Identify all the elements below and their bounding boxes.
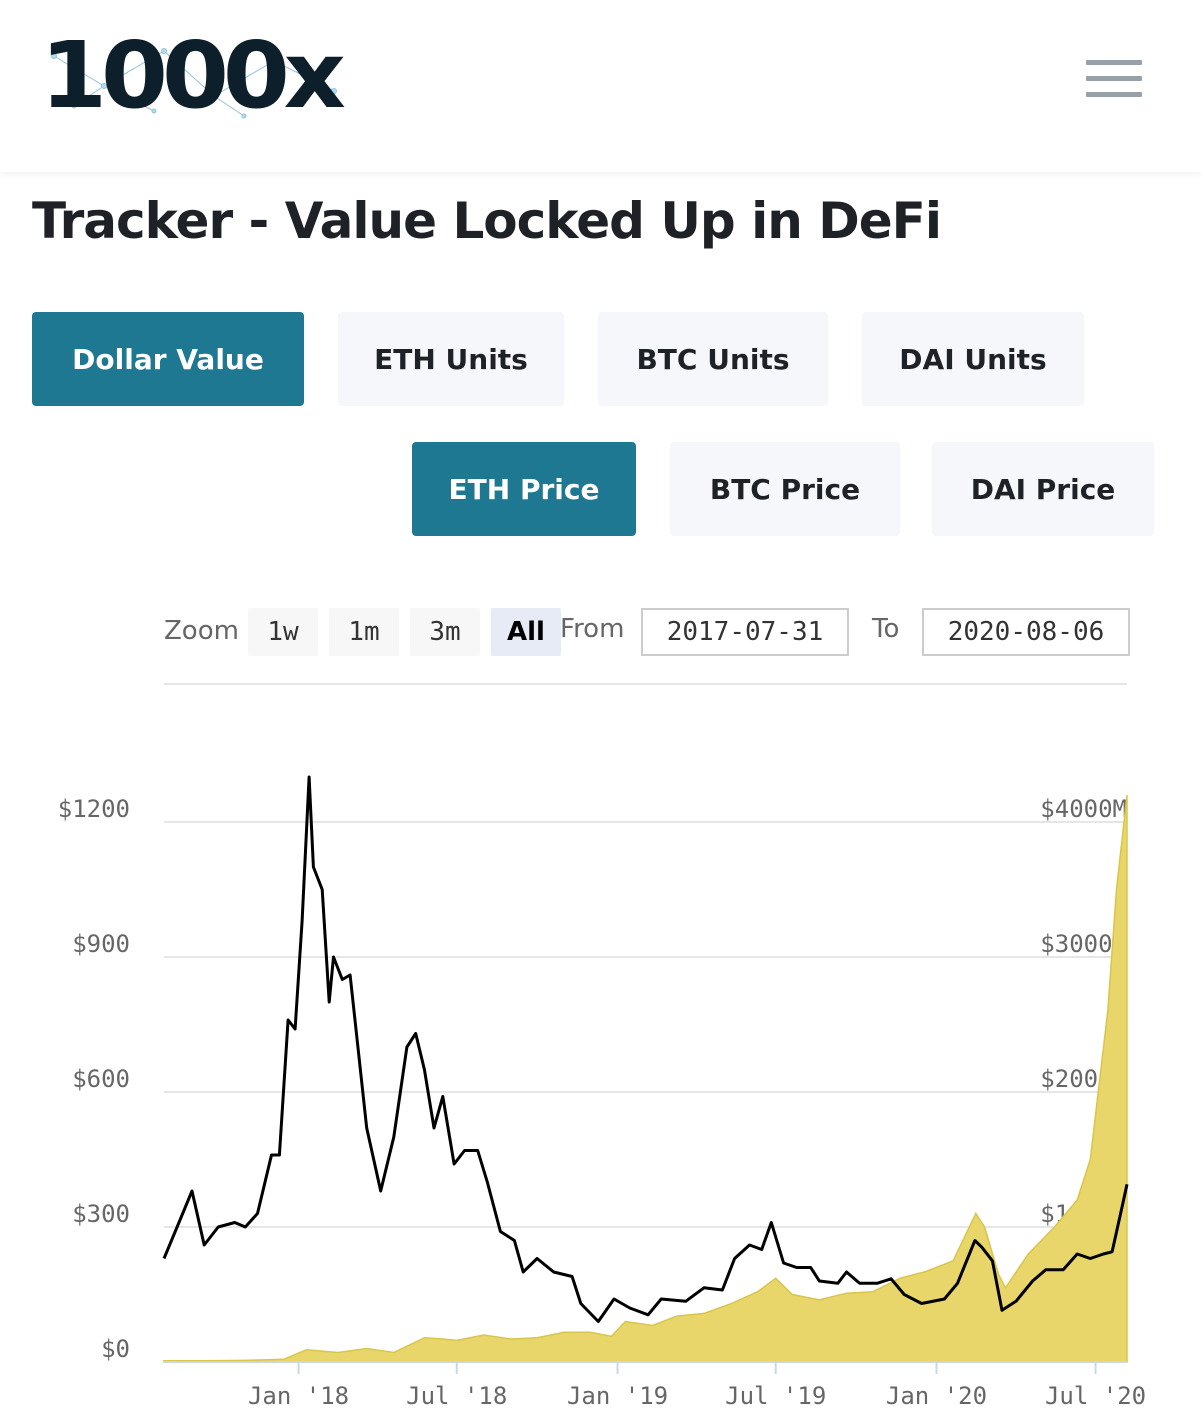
y-left-tick-label: $900 [72,930,130,958]
y-left-tick-label: $1200 [58,795,130,823]
tab-eth-units[interactable]: ETH Units [338,312,564,406]
tab-dai-units[interactable]: DAI Units [862,312,1084,406]
zoom-3m-button[interactable]: 3m [410,608,480,656]
logo[interactable]: 1000x [40,22,346,129]
tab-btc-price[interactable]: BTC Price [670,442,900,536]
x-tick-label: Jan '18 [248,1382,349,1410]
x-tick-label: Jul '20 [1045,1382,1146,1410]
y-right-tick-label: $4000M [1040,795,1127,823]
x-tick-label: Jan '20 [886,1382,987,1410]
zoom-1w-button[interactable]: 1w [248,608,318,656]
x-tick-label: Jul '18 [406,1382,507,1410]
hamburger-menu-icon[interactable] [1086,58,1142,100]
y-left-tick-label: $600 [72,1065,130,1093]
site-header: 1000x [0,0,1202,172]
eth-price-line [162,775,1129,1323]
x-tick-label: Jan '19 [567,1382,668,1410]
from-date-input[interactable]: 2017-07-31 [641,608,849,656]
zoom-label: Zoom [164,616,239,646]
to-date-input[interactable]: 2020-08-06 [922,608,1130,656]
tab-dai-price[interactable]: DAI Price [932,442,1154,536]
logo-network-texture [51,48,337,119]
y-left-tick-label: $300 [72,1200,130,1228]
from-label: From [560,614,625,644]
tab-eth-price[interactable]: ETH Price [412,442,636,536]
zoom-1m-button[interactable]: 1m [329,608,399,656]
page-title: Tracker - Value Locked Up in DeFi [32,192,942,250]
tvl-area-series [163,794,1128,1363]
to-label: To [872,614,900,644]
x-tick-label: Jul '19 [725,1382,826,1410]
y-left-tick-label: $0 [101,1335,130,1363]
tab-dollar-value[interactable]: Dollar Value [32,312,304,406]
zoom-all-button[interactable]: All [491,608,561,656]
tab-btc-units[interactable]: BTC Units [598,312,828,406]
